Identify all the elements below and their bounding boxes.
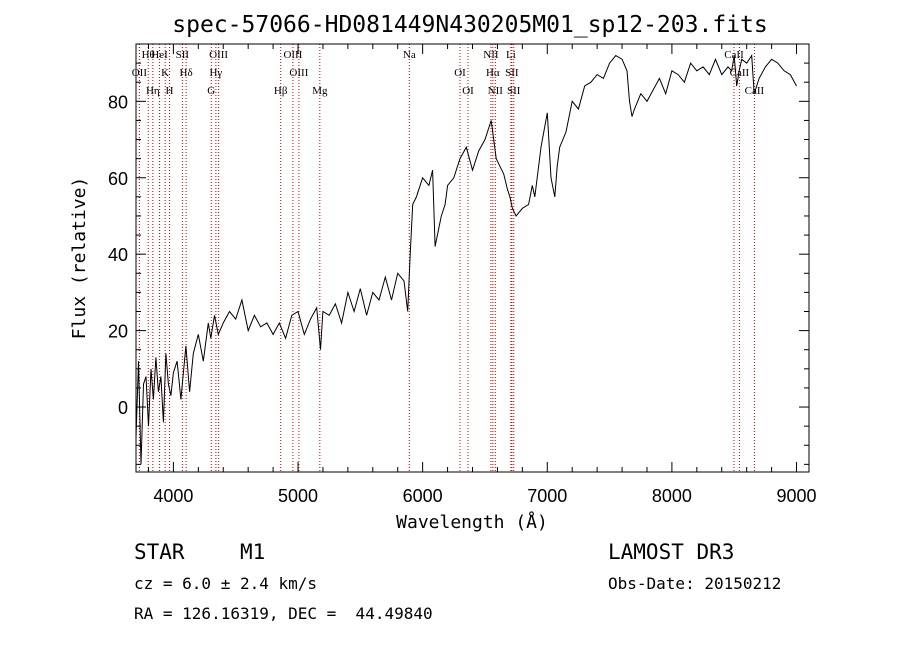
y-tick-label: 60 <box>108 169 128 189</box>
line-marker-label: Hγ <box>209 67 222 79</box>
line-marker-label: SII <box>176 49 190 61</box>
chart-title: spec-57066-HD081449N430205M01_sp12-203.f… <box>172 12 767 38</box>
x-tick-label: 6000 <box>403 486 443 506</box>
line-marker-label: NII <box>483 49 499 61</box>
line-marker-label: Na <box>403 49 416 61</box>
y-tick-label: 40 <box>108 245 128 265</box>
line-marker-label: OII <box>132 67 148 79</box>
line-marker-label: OI <box>462 85 474 97</box>
y-tick-label: 20 <box>108 322 128 342</box>
x-axis-label: Wavelength (Å) <box>396 511 548 533</box>
obs-date: Obs-Date: 20150212 <box>608 574 782 593</box>
line-marker-label: SII <box>507 85 521 97</box>
line-marker-label: Hα <box>486 67 500 79</box>
coordinates: RA = 126.16319, DEC = 44.49840 <box>134 604 433 623</box>
plot-frame <box>135 43 810 473</box>
line-marker-label: Hθ <box>142 49 155 61</box>
line-marker-label: Hη <box>146 85 160 97</box>
line-marker-label: Mg <box>312 85 328 97</box>
redshift-readout: cz = 6.0 ± 2.4 km/s <box>134 574 318 593</box>
line-marker-label: OIII <box>209 49 228 61</box>
line-marker-label: Hδ <box>180 67 193 79</box>
x-tick-label: 8000 <box>652 486 692 506</box>
line-marker-label: NII <box>488 85 504 97</box>
line-marker-label: CaII <box>724 49 744 61</box>
y-axis-label: Flux (relative) <box>69 177 90 340</box>
line-marker-label: CaII <box>730 67 750 79</box>
line-marker-label: Li <box>506 49 516 61</box>
subclass-label: M1 <box>240 540 266 564</box>
x-axis-ticks: 4000 5000 6000 7000 8000 9000 <box>147 44 817 506</box>
line-marker-label: HeI <box>151 49 168 61</box>
line-marker-label: OIII <box>289 67 308 79</box>
spectrum-line <box>135 53 797 465</box>
line-marker-label: OIII <box>283 49 302 61</box>
x-tick-label: 9000 <box>777 486 817 506</box>
line-marker-label: H <box>166 85 174 97</box>
x-tick-label: 7000 <box>527 486 567 506</box>
line-marker-label: K <box>161 67 169 79</box>
x-tick-label: 5000 <box>278 486 318 506</box>
x-tick-label: 4000 <box>153 486 193 506</box>
line-marker-label: OI <box>454 67 466 79</box>
line-marker-label: SII <box>505 67 519 79</box>
survey-label: LAMOST DR3 <box>608 540 735 564</box>
emission-line-markers: HθOIIHηHeIKHSIIHδGOIIIHγHβOIIIOIIIMgNaOI… <box>132 44 765 472</box>
y-axis-ticks: 0 20 40 60 80 <box>108 62 809 465</box>
class-label: STAR <box>134 540 185 564</box>
y-tick-label: 80 <box>108 92 128 112</box>
line-marker-label: G <box>207 85 215 97</box>
y-tick-label: 0 <box>118 398 128 418</box>
line-marker-label: Hβ <box>274 85 288 97</box>
spectrum-series <box>135 53 797 465</box>
